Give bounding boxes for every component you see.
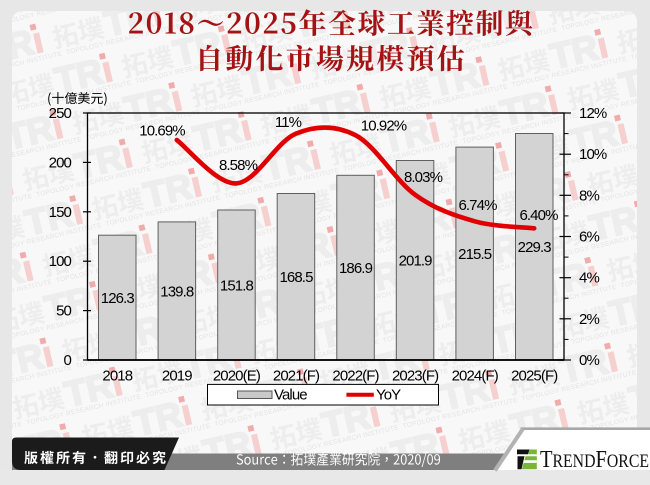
svg-text:10%: 10% [579,146,607,163]
svg-text:8.58%: 8.58% [219,157,258,174]
svg-text:215.5: 215.5 [458,246,492,263]
svg-text:2023(F): 2023(F) [392,367,439,384]
svg-text:10.69%: 10.69% [139,123,185,140]
svg-text:TRENDFORCE: TRENDFORCE [540,447,649,473]
svg-text:2024(F): 2024(F) [452,367,499,384]
svg-text:2021(F): 2021(F) [273,367,320,384]
svg-text:2025(F): 2025(F) [511,367,558,384]
svg-text:2018: 2018 [102,367,132,384]
svg-text:139.8: 139.8 [160,283,194,300]
svg-text:0: 0 [64,352,72,369]
svg-text:8%: 8% [579,187,599,204]
svg-text:8.03%: 8.03% [404,169,443,186]
svg-text:186.9: 186.9 [339,260,373,277]
svg-text:Value: Value [274,387,307,404]
svg-text:11%: 11% [275,114,302,131]
svg-text:168.5: 168.5 [279,269,313,286]
svg-text:6%: 6% [579,229,599,246]
svg-text:100: 100 [49,253,72,270]
svg-text:10.92%: 10.92% [361,118,407,135]
svg-text:150: 150 [49,204,72,221]
svg-text:YoY: YoY [376,387,401,404]
svg-text:6.74%: 6.74% [458,197,497,214]
svg-text:4%: 4% [579,270,599,287]
svg-text:2%: 2% [579,311,599,328]
svg-text:250: 250 [49,105,72,122]
svg-text:50: 50 [56,303,71,320]
svg-text:6.40%: 6.40% [519,207,558,224]
svg-text:200: 200 [49,154,72,171]
svg-text:201.9: 201.9 [399,253,433,270]
svg-text:2019: 2019 [162,367,192,384]
svg-text:2020(E): 2020(E) [213,367,261,384]
svg-text:151.8: 151.8 [220,277,254,294]
svg-text:12%: 12% [579,105,607,122]
svg-text:2022(F): 2022(F) [332,367,379,384]
svg-text:0%: 0% [579,352,599,369]
svg-text:229.3: 229.3 [518,239,552,256]
svg-text:126.3: 126.3 [101,290,135,307]
